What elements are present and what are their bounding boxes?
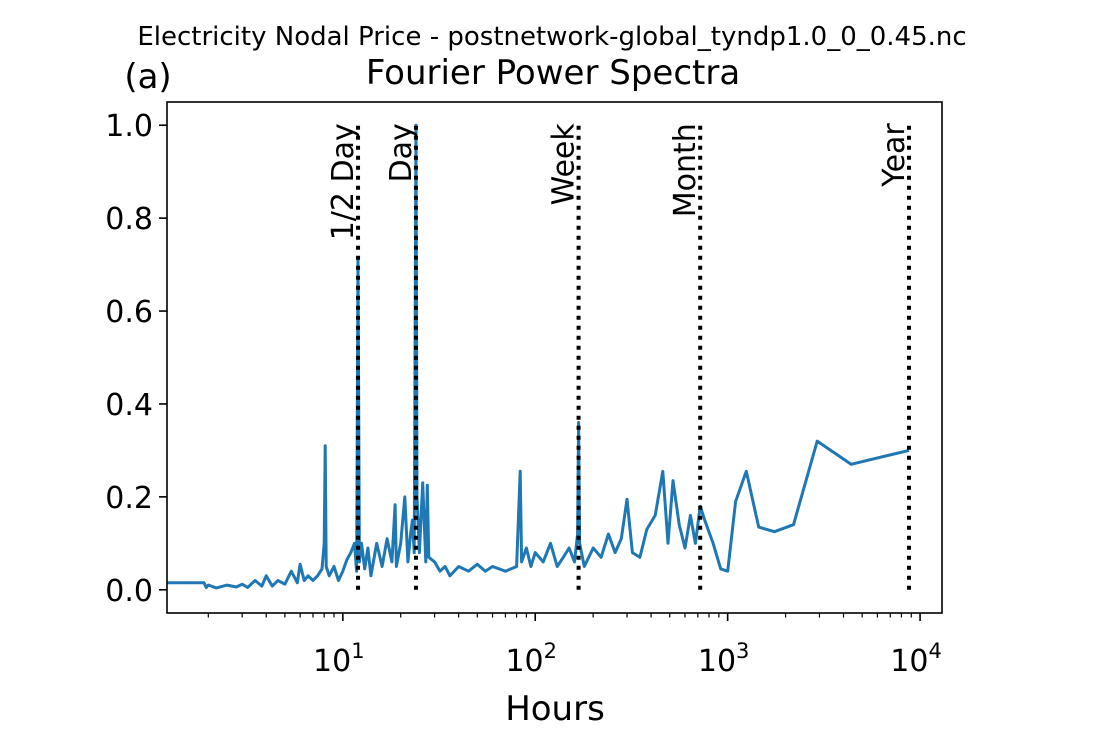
- y-tick-label: 0.8: [105, 202, 153, 237]
- x-axis-label: Hours: [505, 689, 605, 729]
- plot-area: 1/2 Day Day Week Month Year 0.0 0.2 0.4 0.6 0.8 1.…: [105, 109, 942, 679]
- y-tick-label: 0.4: [105, 388, 153, 423]
- y-tick-label: 0.2: [105, 481, 153, 516]
- chart-suptitle: Electricity Nodal Price - postnetwork-gl…: [137, 22, 966, 52]
- panel-label: (a): [124, 57, 171, 97]
- x-tick-label: 103: [698, 639, 750, 679]
- reference-label: Day: [384, 123, 419, 182]
- axes-frame: [166, 101, 943, 614]
- spectrum-line: [167, 123, 910, 590]
- x-tick-label: 104: [890, 639, 942, 679]
- y-tick-label: 0.0: [105, 574, 153, 609]
- reference-label: Year: [877, 123, 912, 188]
- reference-label: 1/2 Day: [326, 123, 361, 240]
- y-tick-label: 0.6: [105, 295, 153, 330]
- chart-title: Fourier Power Spectra: [366, 53, 740, 93]
- x-tick-label: 102: [505, 639, 557, 679]
- y-tick-label: 1.0: [105, 109, 153, 144]
- reference-label: Month: [668, 123, 703, 217]
- reference-label: Week: [547, 123, 582, 206]
- x-tick-label: 101: [313, 639, 365, 679]
